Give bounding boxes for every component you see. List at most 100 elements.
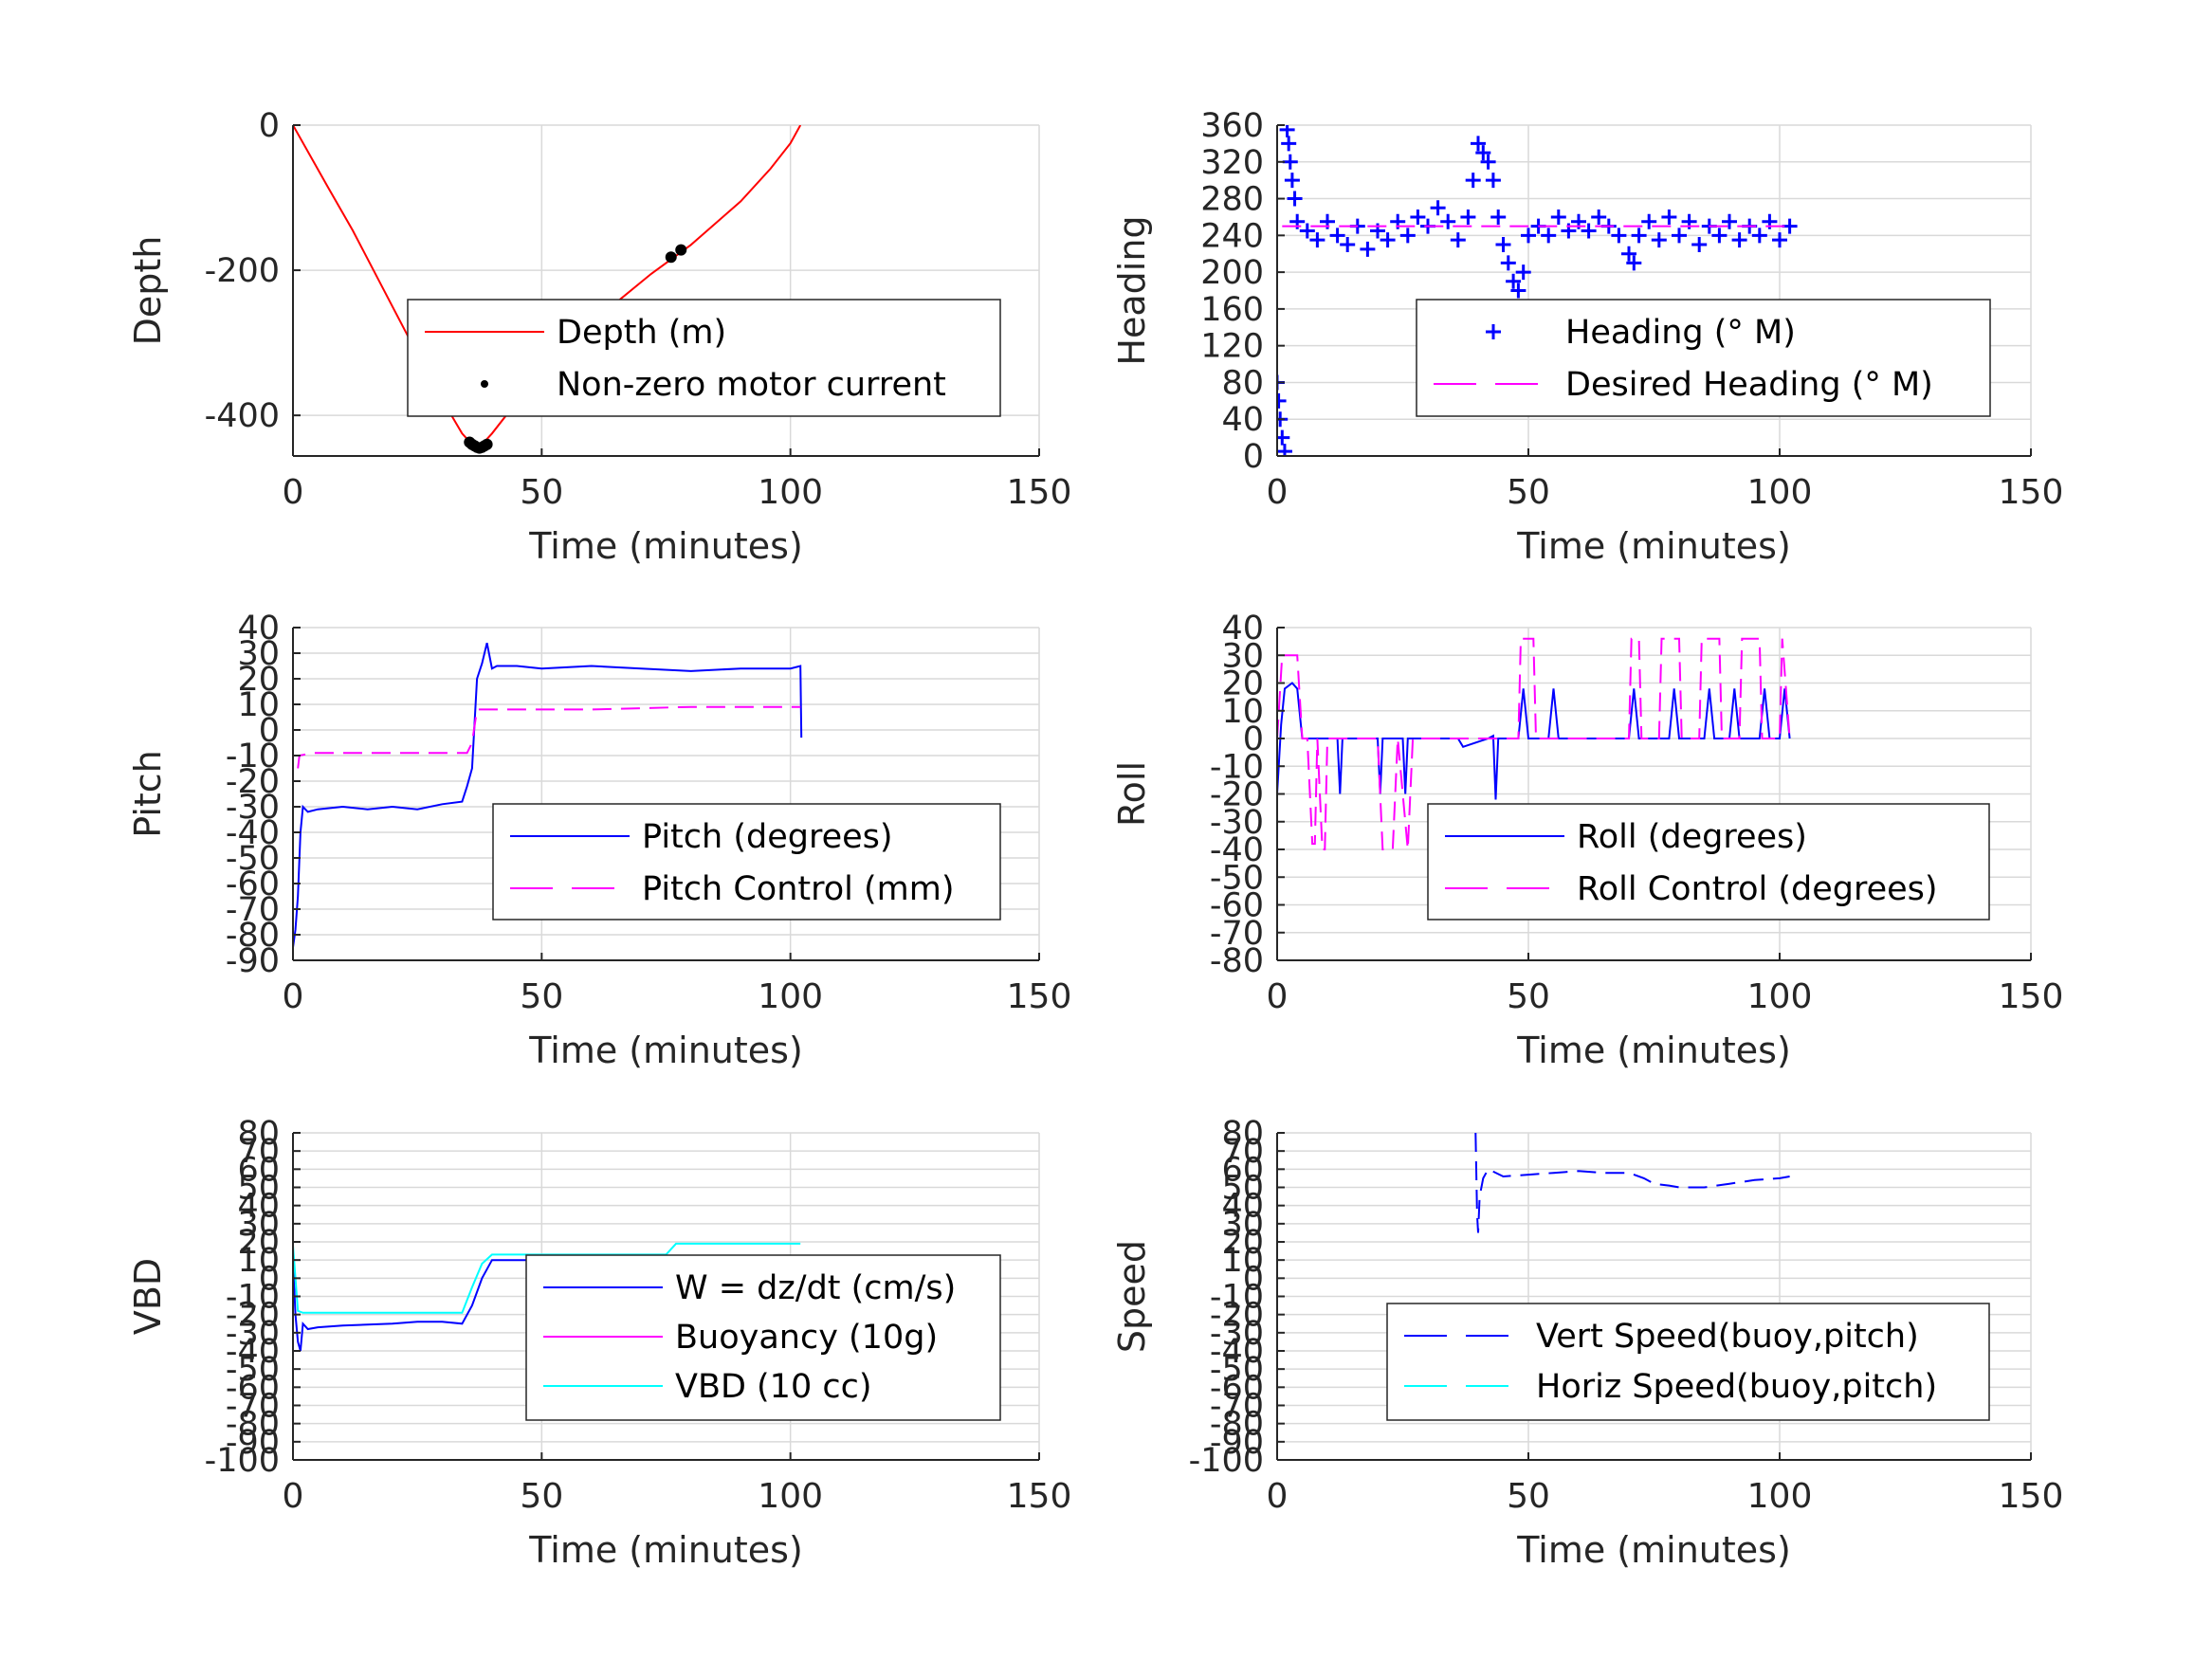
- data-point: [1621, 246, 1636, 262]
- y-tick-label: -20: [1210, 1297, 1264, 1335]
- y-tick-label: -30: [1210, 804, 1264, 842]
- y-tick-label: 20: [237, 1224, 280, 1262]
- y-tick-label: -90: [226, 942, 280, 980]
- y-tick-label: -30: [226, 789, 280, 827]
- x-tick-label: 100: [1747, 1477, 1813, 1516]
- y-tick-label: 280: [1200, 181, 1264, 219]
- y-tick-label: 10: [237, 686, 280, 724]
- legend-box: [1427, 803, 1990, 921]
- data-point: [1279, 125, 1295, 137]
- legend-label: Pitch (degrees): [642, 818, 893, 856]
- y-tick-label: 20: [1221, 1224, 1264, 1262]
- chart-panel-1: 0 50 100 150 0 -200 -400 Time (minutes) Depth Dep…: [127, 107, 1071, 567]
- y-tick-label: -20: [226, 1297, 280, 1335]
- data-point: [1515, 264, 1531, 281]
- y-tick-label: 80: [237, 1115, 280, 1153]
- y-tick-label: -80: [226, 1406, 280, 1444]
- plot-area: [1474, 1133, 1790, 1233]
- y-tick-label: 0: [1243, 1260, 1264, 1298]
- legend-marker: [481, 380, 488, 388]
- y-tick-label: -50: [1210, 859, 1264, 897]
- x-tick-label: 150: [1999, 1477, 2064, 1516]
- y-tick-label: -80: [1210, 942, 1264, 980]
- legend-label: Heading (° M): [1565, 314, 1796, 352]
- data-point: [1287, 191, 1303, 207]
- y-tick-label: -20: [226, 763, 280, 801]
- data-point: [1495, 237, 1511, 253]
- y-tick-label: -40: [226, 814, 280, 852]
- series-line-1: [293, 642, 803, 948]
- y-tick-label: 10: [237, 1242, 280, 1280]
- y-tick-label: 80: [1221, 1115, 1264, 1153]
- y-axis-label: Pitch: [127, 750, 169, 838]
- data-point: [1465, 173, 1481, 189]
- y-tick-label: -30: [1210, 1315, 1264, 1353]
- x-tick-label: 0: [283, 473, 304, 512]
- y-tick-label: -10: [226, 738, 280, 775]
- x-tick-label: 150: [1999, 473, 2064, 512]
- y-tick-label: -70: [226, 1388, 280, 1426]
- x-tick-label: 100: [1747, 977, 1813, 1016]
- data-point: [1277, 392, 1287, 409]
- x-tick-label: 50: [520, 977, 563, 1016]
- data-point: [1651, 232, 1667, 248]
- y-tick-label: 0: [259, 1260, 280, 1298]
- legend-box: [1416, 299, 1991, 417]
- data-point: [1299, 223, 1315, 239]
- y-tick-label: 200: [1200, 254, 1264, 292]
- data-point: [1450, 232, 1466, 248]
- data-point: [1490, 209, 1507, 225]
- y-tick-label: 240: [1200, 217, 1264, 255]
- data-point: [1581, 223, 1597, 239]
- legend-label: VBD (10 cc): [675, 1368, 872, 1406]
- y-tick-label: 10: [1221, 693, 1264, 731]
- series-line-1: [1474, 1133, 1790, 1233]
- y-tick-label: 70: [237, 1133, 280, 1171]
- legend-label: Desired Heading (° M): [1565, 366, 1933, 404]
- y-tick-label: -50: [226, 840, 280, 878]
- x-tick-label: 50: [1507, 977, 1550, 1016]
- y-tick-label: 30: [237, 1206, 280, 1244]
- y-tick-label: 30: [237, 635, 280, 673]
- legend-marker: [1486, 324, 1501, 339]
- plot-area: [1277, 125, 1798, 456]
- y-tick-label: -60: [1210, 887, 1264, 925]
- chart-panel-4: 0 50 100 150403020100-10-20-30-40-50-60-70-…: [1111, 610, 2063, 1071]
- data-point: [1410, 209, 1426, 225]
- y-tick-label: 40: [1221, 401, 1264, 439]
- x-tick-label: 50: [520, 473, 563, 512]
- x-tick-label: 0: [1267, 977, 1289, 1016]
- y-tick-label: 20: [1221, 665, 1264, 703]
- x-axis-label: Time (minutes): [1516, 1030, 1791, 1071]
- y-tick-label: 60: [1221, 1151, 1264, 1189]
- x-tick-label: 50: [1507, 473, 1550, 512]
- data-point: [1722, 213, 1737, 229]
- x-tick-label: 150: [1999, 977, 2064, 1016]
- y-tick-label: -400: [205, 397, 280, 435]
- y-tick-label: -70: [1210, 1388, 1264, 1426]
- y-axis-label: Speed: [1111, 1240, 1153, 1353]
- legend-label: Non-zero motor current: [557, 366, 946, 404]
- y-tick-label: -60: [226, 866, 280, 903]
- y-tick-label: -90: [226, 1424, 280, 1462]
- y-tick-label: -100: [1189, 1442, 1264, 1480]
- y-tick-label: 70: [1221, 1133, 1264, 1171]
- x-tick-label: 50: [520, 1477, 563, 1516]
- x-axis-label: Time (minutes): [528, 1030, 803, 1071]
- data-point: [481, 438, 493, 450]
- y-tick-label: -40: [226, 1333, 280, 1371]
- y-tick-label: 20: [237, 661, 280, 699]
- legend-label: Roll Control (degrees): [1577, 870, 1938, 908]
- data-point: [1626, 255, 1642, 271]
- data-point: [1521, 228, 1536, 244]
- y-tick-label: -100: [205, 1442, 280, 1480]
- x-axis-label: Time (minutes): [528, 525, 803, 567]
- data-point: [1277, 429, 1290, 446]
- x-tick-label: 0: [1267, 1477, 1289, 1516]
- series-line-3: [293, 1242, 801, 1314]
- x-tick-label: 100: [1747, 473, 1813, 512]
- y-tick-label: -10: [1210, 748, 1264, 786]
- data-point: [1380, 232, 1396, 248]
- data-point: [1731, 232, 1747, 248]
